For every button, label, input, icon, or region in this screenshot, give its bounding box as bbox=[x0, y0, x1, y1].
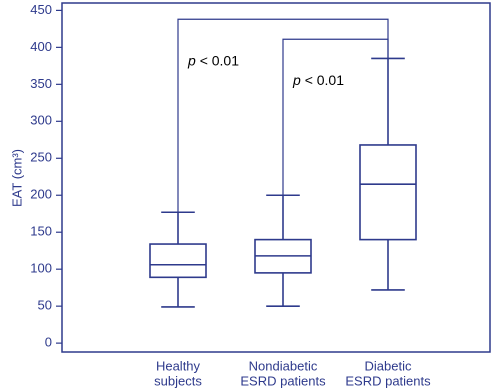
y-tick-label: 150 bbox=[30, 224, 52, 239]
plot-frame bbox=[61, 2, 491, 353]
significance-bracket bbox=[282, 38, 389, 196]
box bbox=[359, 144, 417, 241]
x-tick-label: ESRD patients bbox=[345, 373, 431, 388]
x-tick-label: Nondiabetic bbox=[249, 358, 318, 373]
y-axis-label: EAT (cm³) bbox=[9, 149, 24, 207]
y-tick-label: 100 bbox=[30, 261, 52, 276]
x-tick-label: ESRD patients bbox=[240, 373, 326, 388]
p-value-label: p < 0.01 bbox=[292, 72, 344, 88]
p-symbol: p bbox=[187, 52, 196, 68]
p-value-label: p < 0.01 bbox=[187, 52, 239, 68]
x-tick-label: Healthy bbox=[156, 358, 201, 373]
y-tick-label: 300 bbox=[30, 113, 52, 128]
y-tick-label: 0 bbox=[45, 335, 52, 350]
y-tick-label: 250 bbox=[30, 150, 52, 165]
y-tick-label: 350 bbox=[30, 76, 52, 91]
p-value: < 0.01 bbox=[305, 72, 345, 88]
y-tick-label: 400 bbox=[30, 39, 52, 54]
y-tick-label: 50 bbox=[38, 298, 52, 313]
x-tick-label: subjects bbox=[154, 373, 202, 388]
p-value: < 0.01 bbox=[200, 52, 240, 68]
p-symbol: p bbox=[292, 72, 301, 88]
y-tick-label: 450 bbox=[30, 2, 52, 17]
x-tick-label: Diabetic bbox=[365, 358, 412, 373]
box bbox=[149, 243, 207, 279]
y-tick-label: 200 bbox=[30, 187, 52, 202]
